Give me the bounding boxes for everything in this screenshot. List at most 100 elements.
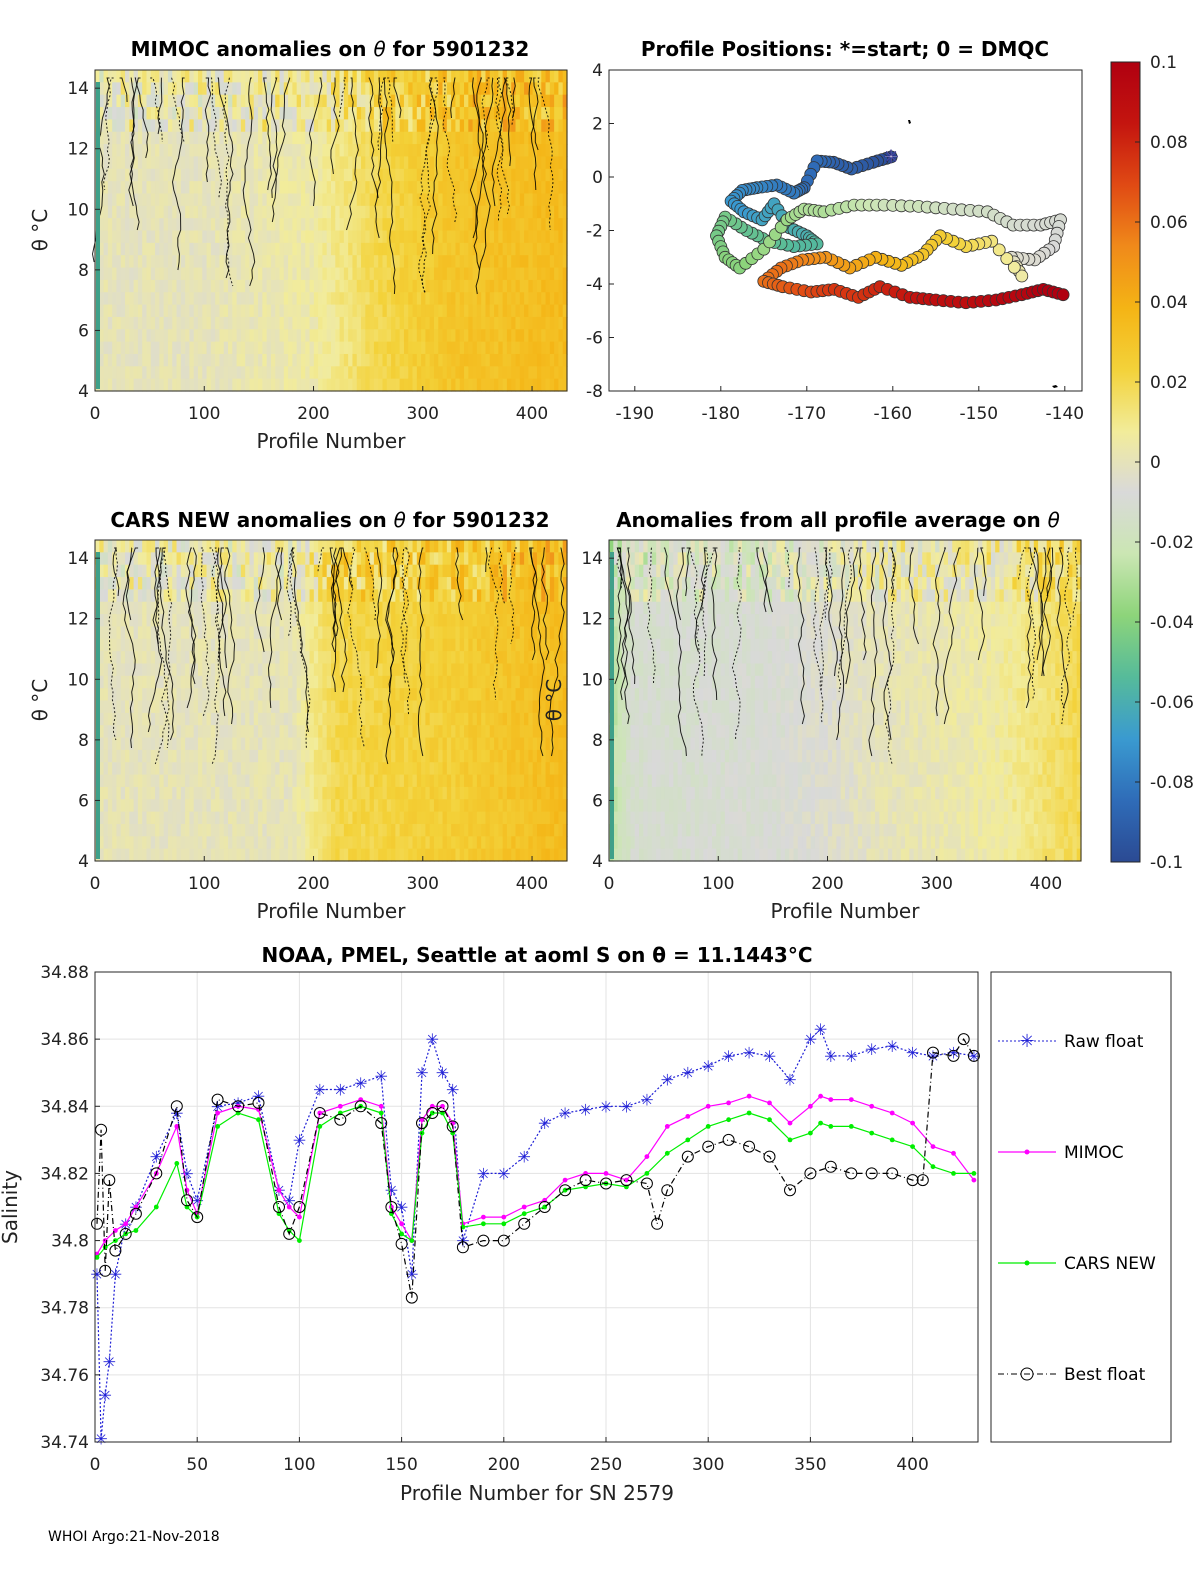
heatmap-cell: [288, 218, 293, 232]
heatmap-cell: [103, 156, 109, 170]
heatmap-cell: [313, 712, 319, 726]
heatmap-cell: [228, 94, 233, 108]
heatmap-cell: [137, 255, 143, 269]
heatmap-cell: [189, 181, 195, 195]
heatmap-cell: [369, 255, 375, 269]
heatmap-cell: [240, 589, 246, 603]
heatmap-cell: [352, 725, 358, 739]
heatmap-cell: [236, 119, 242, 133]
heatmap-cell: [369, 242, 375, 256]
heatmap-cell: [331, 131, 336, 145]
heatmap-cell: [408, 267, 414, 281]
heatmap-cell: [451, 316, 457, 330]
heatmap-cell: [412, 144, 418, 158]
heatmap-cell: [425, 353, 431, 367]
heatmap-cell: [425, 267, 431, 281]
heatmap-cell: [455, 230, 461, 244]
heatmap-cell: [116, 131, 122, 145]
heatmap-cell: [515, 193, 521, 207]
heatmap-cell: [429, 144, 435, 158]
heatmap-cell: [193, 107, 199, 120]
heatmap-cell: [262, 614, 268, 628]
heatmap-cell: [412, 255, 418, 269]
heatmap-cell: [150, 774, 156, 788]
heatmap-cell: [459, 353, 465, 367]
heatmap-cell: [228, 540, 233, 553]
heatmap-cell: [120, 540, 126, 553]
heatmap-cell: [197, 601, 203, 615]
heatmap-cell: [562, 230, 568, 244]
heatmap-cell: [159, 614, 165, 628]
heatmap-cell: [305, 589, 311, 603]
heatmap-cell: [189, 242, 195, 256]
heatmap-cell: [562, 144, 568, 158]
heatmap-cell: [494, 82, 499, 96]
heatmap-cell: [253, 378, 259, 392]
heatmap-cell: [541, 82, 547, 96]
heatmap-cell: [408, 304, 414, 318]
heatmap-cell: [348, 279, 354, 293]
heatmap-cell: [245, 366, 251, 380]
heatmap-cell: [236, 601, 242, 615]
contour-line: [204, 77, 212, 183]
heatmap-cell: [339, 144, 345, 158]
heatmap-cell: [511, 70, 517, 83]
heatmap-cell: [107, 181, 113, 195]
heatmap-cell: [348, 848, 354, 862]
heatmap-cell: [125, 601, 130, 615]
heatmap-cell: [318, 774, 324, 788]
heatmap-cell: [279, 675, 285, 689]
heatmap-cell: [133, 577, 139, 590]
heatmap-cell: [288, 774, 293, 788]
heatmap-cell: [549, 156, 555, 170]
heatmap-cell: [416, 107, 422, 120]
heatmap-cell: [236, 848, 242, 862]
heatmap-cell: [125, 688, 130, 702]
cars-panel: CARS NEW anomalies on θ for 5901232 0 100…: [28, 508, 568, 923]
heatmap-cell: [318, 168, 324, 182]
heatmap-cell: [197, 353, 203, 367]
heatmap-cell: [129, 577, 135, 590]
heatmap-cell: [193, 700, 199, 714]
heatmap-cell: [361, 242, 366, 256]
heatmap-cell: [210, 329, 216, 343]
heatmap-cell: [309, 762, 315, 776]
heatmap-cell: [421, 292, 426, 306]
heatmap-cell: [318, 279, 324, 293]
heatmap-cell: [228, 638, 233, 652]
heatmap-cell: [391, 193, 396, 207]
heatmap-cell: [356, 638, 362, 652]
heatmap-cell: [202, 564, 208, 578]
heatmap-cell: [219, 230, 225, 244]
heatmap-cell: [489, 267, 495, 281]
heatmap-cell: [202, 589, 208, 603]
heatmap-cell: [506, 267, 512, 281]
heatmap-cell: [150, 168, 156, 182]
heatmap-cell: [412, 242, 418, 256]
heatmap-cell: [322, 823, 328, 837]
heatmap-cell: [163, 626, 169, 640]
heatmap-cell: [167, 737, 173, 751]
heatmap-cell: [331, 181, 336, 195]
heatmap-cell: [335, 675, 341, 689]
heatmap-cell: [361, 700, 366, 714]
heatmap-cell: [365, 700, 371, 714]
heatmap-cell: [146, 144, 152, 158]
heatmap-cell: [240, 267, 246, 281]
heatmap-cell: [283, 651, 289, 665]
heatmap-cell: [107, 811, 113, 825]
heatmap-cell: [262, 193, 268, 207]
heatmap-cell: [313, 181, 319, 195]
heatmap-cell: [193, 762, 199, 776]
heatmap-cell: [292, 366, 298, 380]
heatmap-cell: [326, 712, 332, 726]
heatmap-cell: [185, 353, 190, 367]
heatmap-cell: [253, 329, 259, 343]
heatmap-cell: [266, 316, 272, 330]
heatmap-cell: [309, 353, 315, 367]
heatmap-cell: [288, 119, 293, 133]
heatmap-cell: [197, 316, 203, 330]
heatmap-cell: [163, 749, 169, 763]
heatmap-cell: [442, 70, 448, 83]
heatmap-cell: [326, 168, 332, 182]
